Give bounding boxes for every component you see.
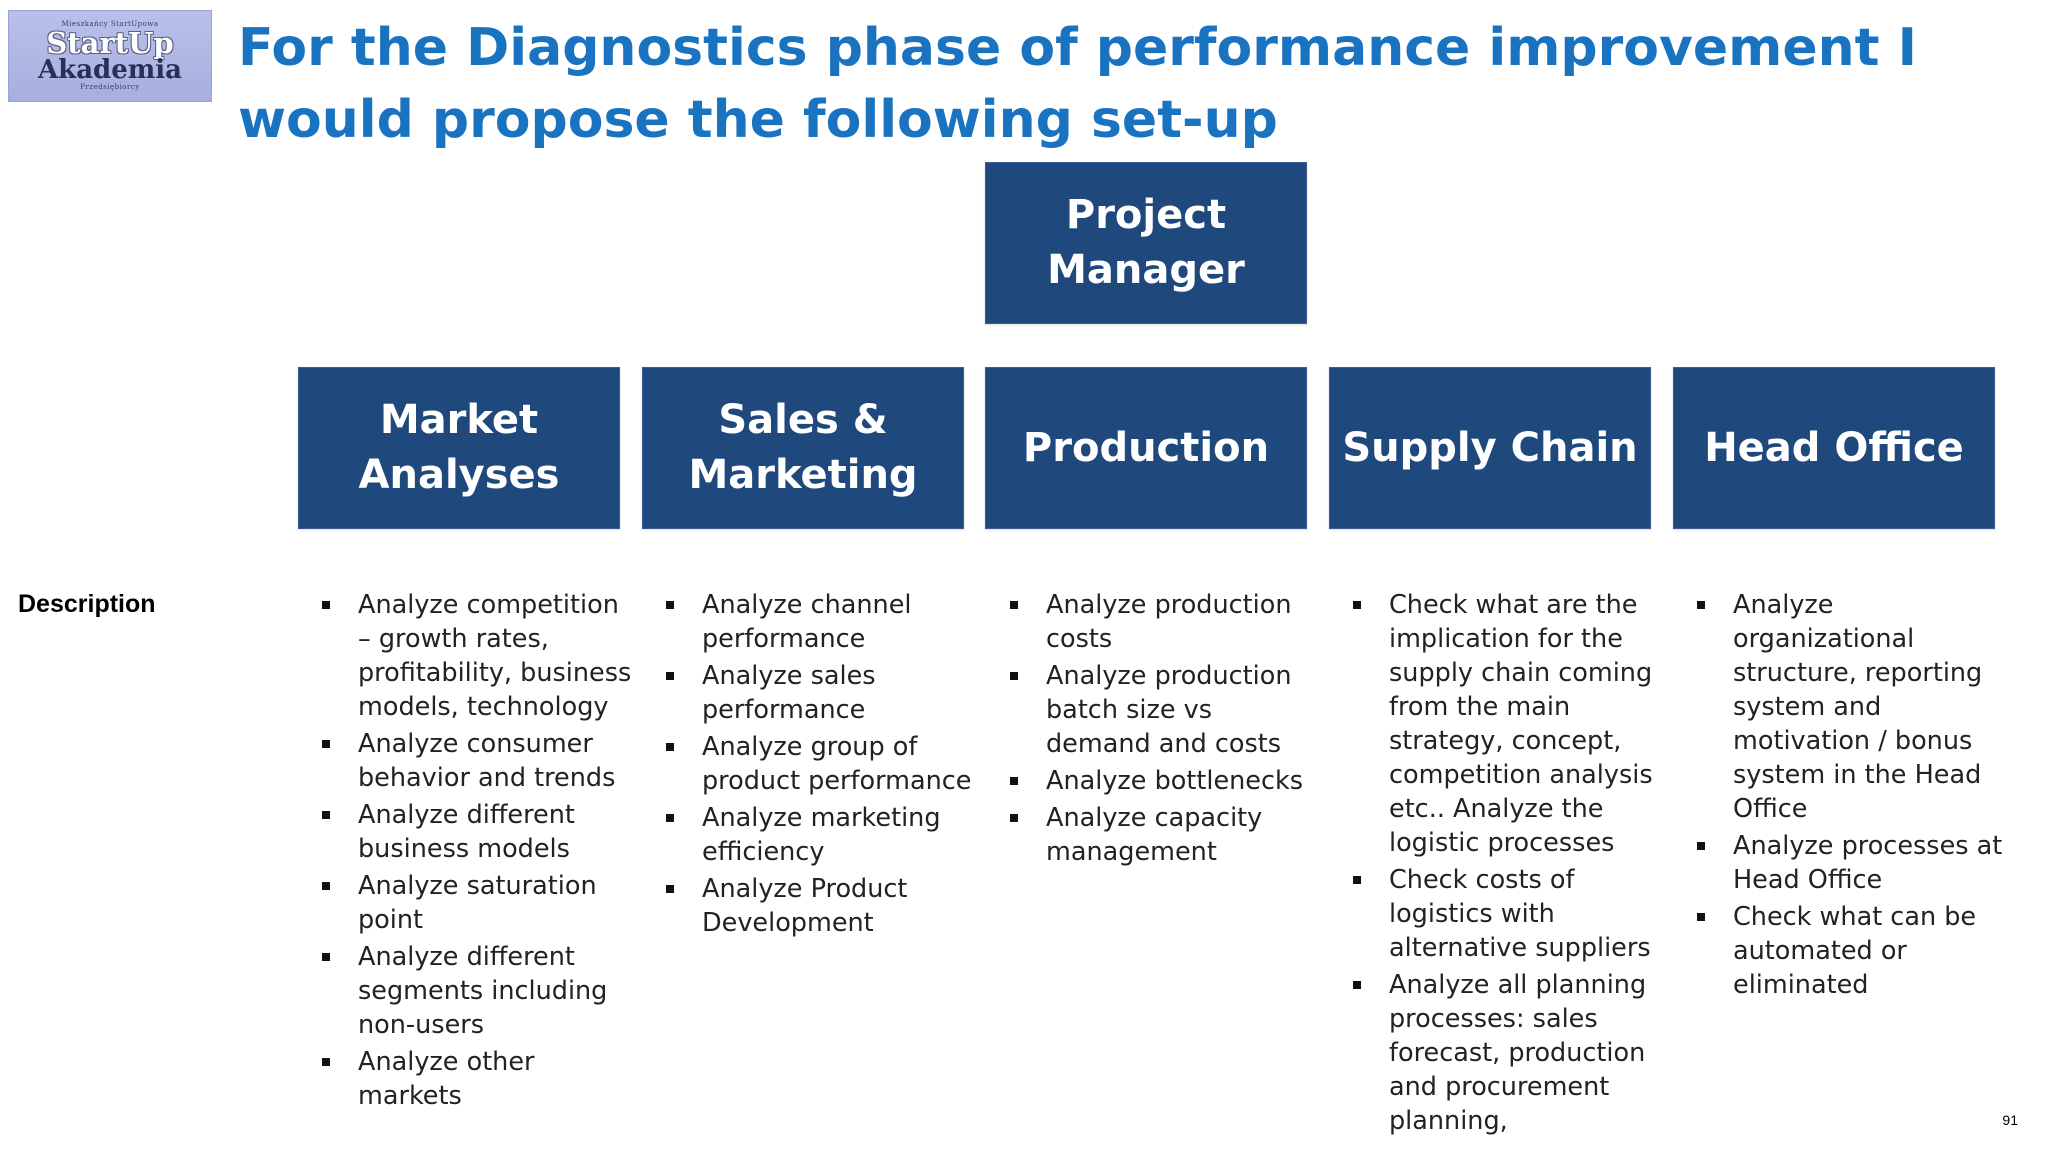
list-item: Analyze production batch size vs demand … <box>1010 659 1320 761</box>
list-item-text: Analyze all planning processes: sales fo… <box>1389 970 1647 1136</box>
list-item-text: Analyze bottlenecks <box>1046 766 1304 796</box>
bullet-icon <box>1010 814 1018 822</box>
list-item: Analyze all planning processes: sales fo… <box>1353 968 1663 1138</box>
sales-marketing-list: Analyze channel performance Analyze sale… <box>666 588 976 943</box>
production-box: Production <box>985 367 1307 529</box>
list-item: Analyze production costs <box>1010 588 1320 656</box>
bullet-icon <box>1697 913 1705 921</box>
list-item-text: Analyze marketing efficiency <box>702 803 941 867</box>
list-item-text: Analyze channel performance <box>702 590 912 654</box>
bullet-icon <box>666 885 674 893</box>
market-analyses-box: Market Analyses <box>298 367 620 529</box>
list-item: Analyze channel performance <box>666 588 976 656</box>
bullet-icon <box>322 882 330 890</box>
bullet-icon <box>1353 601 1361 609</box>
list-item: Analyze organizational structure, report… <box>1697 588 2007 826</box>
list-item-text: Analyze organizational structure, report… <box>1733 590 1983 824</box>
list-item-text: Analyze Product Development <box>702 874 908 938</box>
list-item: Analyze group of product performance <box>666 730 976 798</box>
bullet-icon <box>1353 876 1361 884</box>
list-item: Analyze processes at Head Office <box>1697 829 2007 897</box>
list-item-text: Analyze saturation point <box>358 871 597 935</box>
list-item-text: Analyze different business models <box>358 800 575 864</box>
list-item-text: Check what are the implication for the s… <box>1389 590 1653 858</box>
list-item-text: Analyze production costs <box>1046 590 1292 654</box>
bullet-icon <box>322 1058 330 1066</box>
logo-bottom-text: Przedsiębiorcy <box>80 83 140 91</box>
list-item-text: Analyze sales performance <box>702 661 876 725</box>
list-item: Analyze different business models <box>322 798 632 866</box>
list-item: Analyze sales performance <box>666 659 976 727</box>
list-item: Analyze capacity management <box>1010 801 1320 869</box>
list-item-text: Check what can be automated or eliminate… <box>1733 902 1977 1000</box>
list-item-text: Analyze production batch size vs demand … <box>1046 661 1292 759</box>
list-item-text: Analyze consumer behavior and trends <box>358 729 616 793</box>
startup-akademia-logo: Mieszkańcy StartUpowa StartUp Akademia P… <box>8 10 212 102</box>
sales-marketing-box: Sales & Marketing <box>642 367 964 529</box>
bullet-icon <box>1010 777 1018 785</box>
list-item-text: Analyze capacity management <box>1046 803 1263 867</box>
bullet-icon <box>666 601 674 609</box>
project-manager-box: Project Manager <box>985 162 1307 324</box>
bullet-icon <box>322 601 330 609</box>
bullet-icon <box>322 811 330 819</box>
list-item-text: Analyze processes at Head Office <box>1733 831 2003 895</box>
list-item: Analyze saturation point <box>322 869 632 937</box>
logo-line1: StartUp <box>46 26 174 60</box>
bullet-icon <box>1697 601 1705 609</box>
bullet-icon <box>322 740 330 748</box>
list-item: Check costs of logistics with alternativ… <box>1353 863 1663 965</box>
slide-title: For the Diagnostics phase of performance… <box>238 18 1917 150</box>
list-item-text: Analyze competition – growth rates, prof… <box>358 590 632 722</box>
supply-chain-box: Supply Chain <box>1329 367 1651 529</box>
head-office-list: Analyze organizational structure, report… <box>1697 588 2007 1005</box>
list-item: Check what can be automated or eliminate… <box>1697 900 2007 1002</box>
head-office-box: Head Office <box>1673 367 1995 529</box>
market-analyses-list: Analyze competition – growth rates, prof… <box>322 588 632 1116</box>
list-item: Analyze marketing efficiency <box>666 801 976 869</box>
logo-top-text: Mieszkańcy StartUpowa <box>61 20 159 28</box>
list-item-text: Check costs of logistics with alternativ… <box>1389 865 1651 963</box>
bullet-icon <box>322 953 330 961</box>
production-list: Analyze production costs Analyze product… <box>1010 588 1320 872</box>
description-label: Description <box>18 590 156 618</box>
bullet-icon <box>1353 981 1361 989</box>
supply-chain-list: Check what are the implication for the s… <box>1353 588 1663 1141</box>
list-item: Analyze competition – growth rates, prof… <box>322 588 632 724</box>
bullet-icon <box>1010 672 1018 680</box>
bullet-icon <box>1010 601 1018 609</box>
list-item-text: Analyze different segments including non… <box>358 942 608 1040</box>
list-item: Check what are the implication for the s… <box>1353 588 1663 860</box>
logo-line2: Akademia <box>38 55 182 85</box>
list-item: Analyze Product Development <box>666 872 976 940</box>
list-item-text: Analyze other markets <box>358 1047 535 1111</box>
bullet-icon <box>666 743 674 751</box>
bullet-icon <box>666 672 674 680</box>
list-item: Analyze bottlenecks <box>1010 764 1320 798</box>
list-item: Analyze consumer behavior and trends <box>322 727 632 795</box>
list-item: Analyze different segments including non… <box>322 940 632 1042</box>
list-item-text: Analyze group of product performance <box>702 732 972 796</box>
bullet-icon <box>666 814 674 822</box>
page-number: 91 <box>2002 1112 2018 1128</box>
bullet-icon <box>1697 842 1705 850</box>
list-item: Analyze other markets <box>322 1045 632 1113</box>
